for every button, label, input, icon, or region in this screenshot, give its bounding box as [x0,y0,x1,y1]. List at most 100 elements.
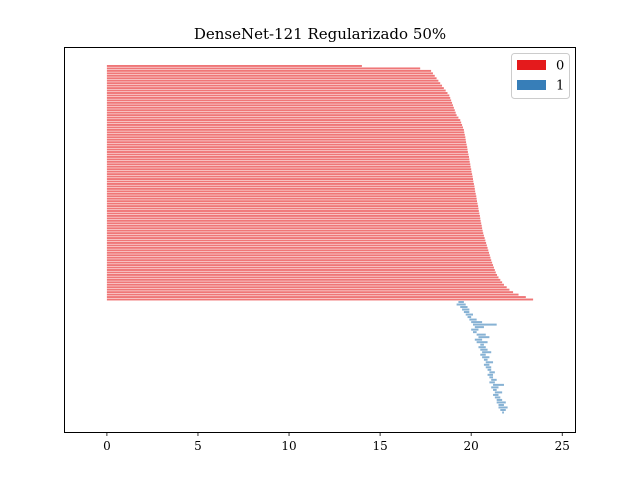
bar-series-1-16 [476,341,488,344]
x-tick-label-5: 25 [555,439,570,453]
bar-series-1-22 [482,356,490,359]
bar-series-0-88 [106,281,503,284]
bar-series-0-50 [106,187,475,190]
legend: 0 1 [511,53,570,99]
bar-series-0-60 [106,212,480,215]
series-1-bars [456,301,508,414]
bar-series-0-61 [106,214,480,217]
bar-series-1-24 [485,361,494,364]
bar-series-1-5 [465,313,473,316]
bar-series-0-15 [106,101,453,104]
bar-series-0-8 [106,84,443,87]
legend-label-1: 1 [556,79,564,94]
bar-series-0-72 [106,242,487,244]
bar-series-1-38 [494,396,501,399]
bar-series-0-57 [106,205,479,208]
bar-series-0-93 [106,293,519,296]
bar-series-0-40 [106,163,471,166]
bar-series-0-53 [106,195,477,198]
bar-series-1-41 [498,403,504,406]
bar-series-0-83 [106,269,495,271]
bar-series-0-23 [106,121,462,124]
bar-series-0-37 [106,155,469,158]
bar-series-0-9 [106,87,444,90]
bar-series-0-34 [106,148,468,151]
x-tick-label-4: 20 [464,439,479,453]
bar-series-0-82 [106,266,494,269]
bar-series-0-67 [106,229,483,232]
bar-series-0-27 [106,131,465,134]
bar-series-0-45 [106,175,473,178]
bar-series-0-54 [106,197,477,200]
bar-series-0-79 [106,259,492,262]
bar-series-0-86 [106,276,499,279]
bar-series-1-34 [491,386,499,389]
bar-series-1-40 [496,401,506,404]
bar-series-0-6 [106,79,439,82]
bar-series-0-55 [106,200,477,203]
bar-series-1-8 [471,321,483,324]
bar-series-0-35 [106,151,468,153]
bar-series-1-9 [473,323,497,326]
bar-series-0-21 [106,116,459,119]
bar-series-0-16 [106,104,453,107]
bar-series-1-42 [498,406,508,409]
bar-series-0-7 [106,82,441,85]
bar-series-1-29 [487,373,494,376]
bar-series-1-30 [489,376,494,379]
bar-series-0-13 [106,96,451,99]
bar-series-0-75 [106,249,489,252]
bar-series-1-32 [489,381,495,384]
bar-series-0-47 [106,180,474,183]
bar-series-0-58 [106,207,479,210]
bar-series-1-0 [458,301,464,304]
bar-series-1-13 [476,333,486,336]
bar-series-0-42 [106,168,472,171]
bar-series-0-26 [106,128,464,131]
bar-series-0-89 [106,283,504,286]
bar-series-0-22 [106,119,461,121]
bar-series-0-2 [106,69,432,72]
bar-series-0-70 [106,237,485,239]
bar-series-1-12 [473,331,477,334]
bar-series-0-73 [106,244,487,247]
bar-series-0-87 [106,278,501,281]
bar-series-0-10 [106,89,446,92]
x-tick-label-3: 15 [372,439,387,453]
bar-series-0-91 [106,288,510,291]
bar-series-0-56 [106,202,478,205]
bar-series-1-25 [483,363,490,366]
bar-series-1-4 [463,311,470,314]
x-axis: 0 5 10 15 20 25 [103,432,570,453]
plot-frame [64,47,576,433]
bar-series-0-76 [106,251,490,254]
bar-series-0-95 [106,298,534,301]
bar-series-0-1 [106,67,421,70]
bar-series-0-32 [106,143,467,146]
bar-series-0-28 [106,133,465,136]
bar-series-0-43 [106,170,472,173]
bar-series-0-36 [106,153,469,156]
bar-series-0-44 [106,173,473,176]
bar-series-0-46 [106,178,473,180]
bar-series-0-31 [106,141,467,144]
bar-series-1-39 [496,398,503,401]
bar-series-0-18 [106,109,455,112]
bar-series-0-71 [106,239,486,242]
bar-series-1-2 [460,306,468,309]
bar-series-0-29 [106,136,466,139]
bar-series-0-63 [106,219,481,222]
bar-series-0-49 [106,185,475,188]
bar-series-0-24 [106,124,463,126]
bar-series-0-65 [106,224,482,227]
bar-series-0-30 [106,138,466,141]
bar-series-0-80 [106,261,493,264]
bar-series-0-48 [106,183,474,185]
bar-series-0-90 [106,286,507,289]
bar-series-0-84 [106,271,496,274]
bar-series-0-74 [106,246,488,249]
bar-series-0-5 [106,77,437,80]
bar-series-1-19 [480,348,488,351]
bar-series-0-92 [106,291,514,294]
